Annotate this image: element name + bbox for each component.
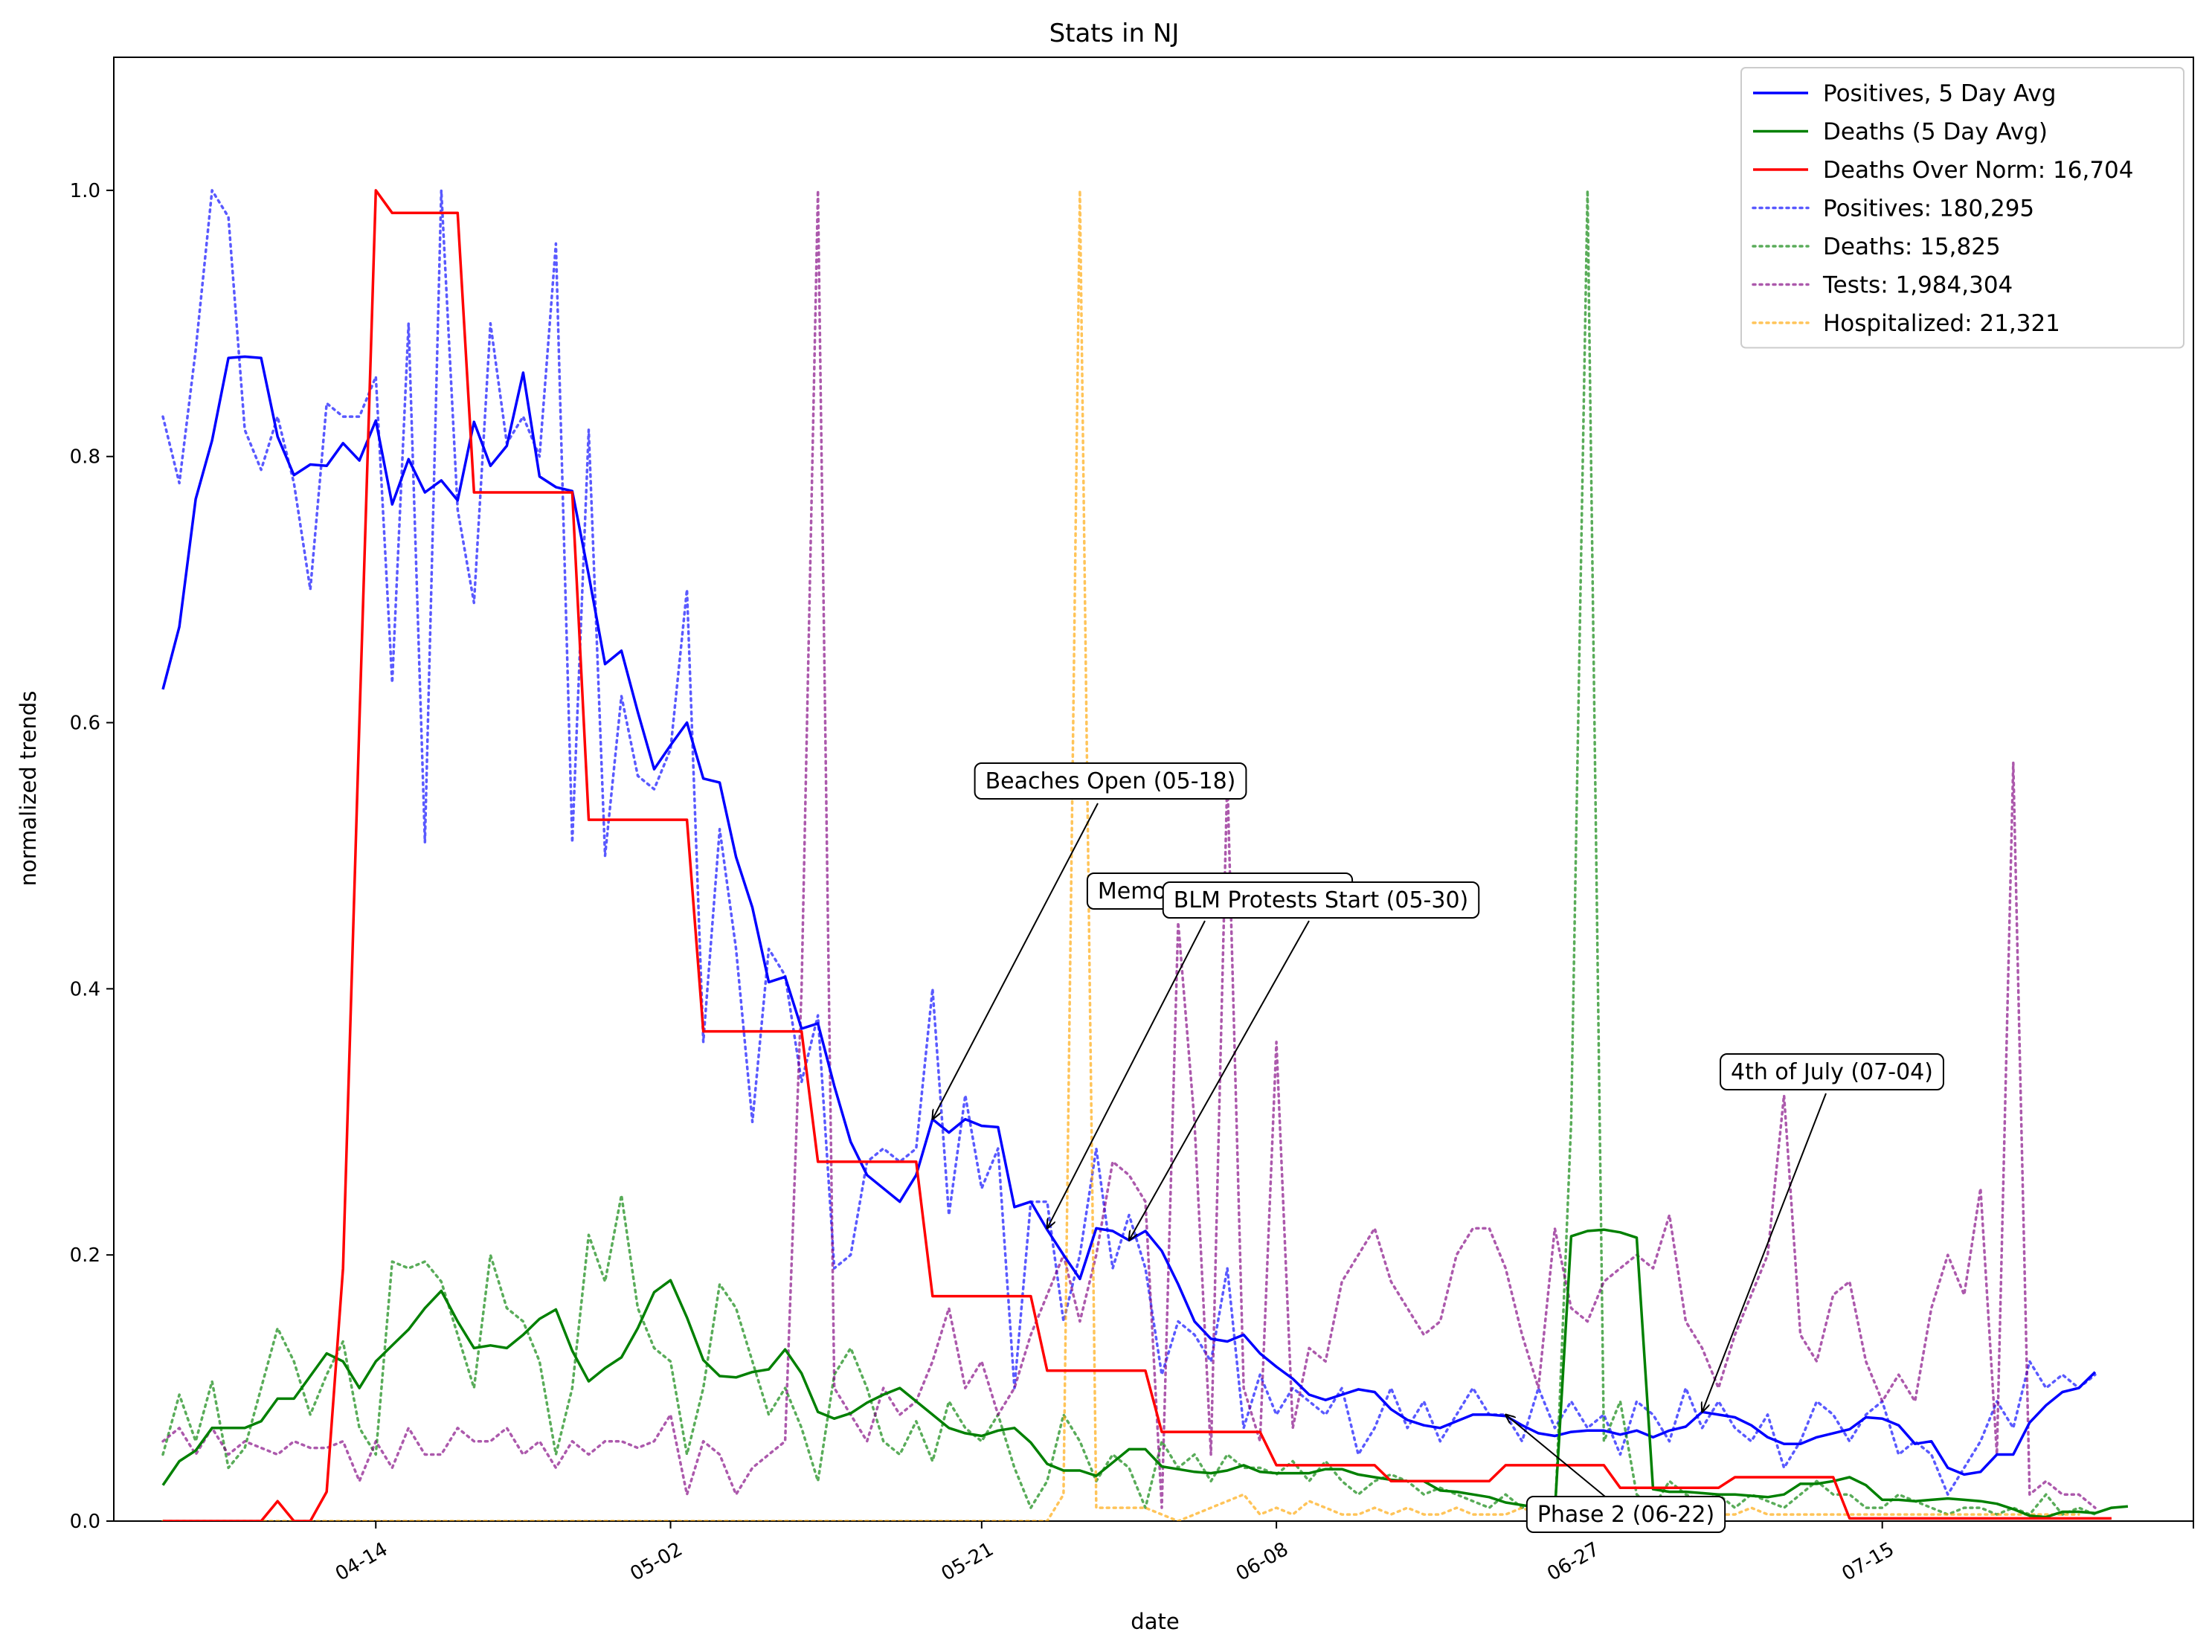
series-group [161, 189, 2129, 1521]
annotation-arrow [1047, 920, 1206, 1228]
annotation-3: Phase 2 (06-22) [1525, 1496, 1726, 1533]
y-tick-label: 0.8 [70, 446, 100, 469]
annotation-box [974, 762, 1247, 800]
legend-entry: Deaths Over Norm: 16,704 [1823, 157, 2134, 184]
y-tick-label: 1.0 [70, 180, 100, 202]
annotation-arrow [1505, 1415, 1606, 1497]
y-tick-label: 0.0 [70, 1511, 100, 1533]
x-axis-label: date [1131, 1609, 1179, 1634]
series-line-5 [161, 189, 2097, 1509]
legend-entry: Positives, 5 Day Avg [1823, 80, 2056, 107]
annotation-label: Beaches Open (05-18) [986, 768, 1236, 794]
axes-frame [113, 57, 2194, 1522]
legend-box [1740, 67, 2184, 349]
legend: Positives, 5 Day Avg Deaths (5 Day Avg) De… [1740, 67, 2184, 349]
annotation-box [1162, 881, 1480, 919]
legend-entry: Positives: 180,295 [1823, 196, 2034, 222]
series-line-2 [163, 189, 2112, 1521]
annotation-0: Beaches Open (05-18) [974, 762, 1247, 800]
annotation-box [1720, 1053, 1944, 1090]
y-tick-label: 0.2 [70, 1244, 100, 1267]
annotation-4: 4th of July (07-04) [1720, 1053, 1944, 1090]
series-line-1 [161, 1228, 2129, 1519]
y-tick-label: 0.6 [70, 713, 100, 735]
annotation-label: BLM Protests Start (05-30) [1174, 887, 1469, 913]
annotation-label: Phase 2 (06-22) [1537, 1502, 1714, 1528]
annotation-arrow [1129, 920, 1310, 1241]
y-tick-label: 0.4 [70, 978, 100, 1000]
legend-entry: Tests: 1,984,304 [1822, 272, 2013, 299]
annotation-box [1525, 1496, 1726, 1533]
chart-title: Stats in NJ [1049, 19, 1180, 48]
legend-entry: Deaths (5 Day Avg) [1823, 119, 2048, 146]
legend-entry: Deaths: 15,825 [1823, 234, 2001, 260]
series-line-4 [161, 189, 2097, 1521]
series-line-3 [161, 189, 2097, 1496]
plot-area: 0.00.20.40.60.81.004-14 05-02 05-21 06-08 06… [70, 57, 2194, 1586]
series-line-6 [161, 189, 2080, 1521]
annotation-arrow [1703, 1093, 1827, 1412]
annotation-label: 4th of July (07-04) [1731, 1059, 1933, 1085]
annotation-2: BLM Protests Start (05-30) [1162, 881, 1480, 919]
annotation-arrow [933, 803, 1099, 1119]
y-axis-label: normalized trends [16, 691, 41, 887]
legend-entry: Hospitalized: 21,321 [1823, 310, 2060, 337]
